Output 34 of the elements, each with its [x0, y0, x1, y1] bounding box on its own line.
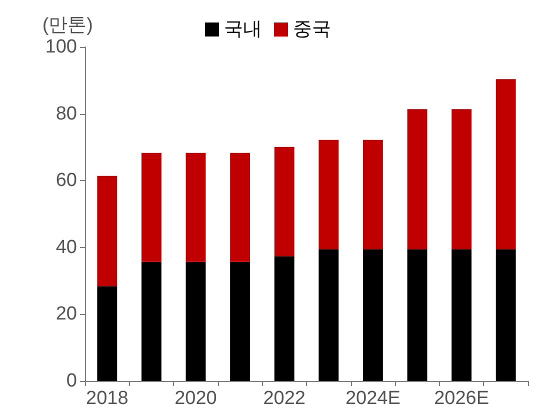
bar [230, 152, 250, 262]
bar [318, 249, 339, 381]
x-tick-label: 2020 [174, 388, 217, 409]
legend-label: 중국 [293, 19, 331, 40]
bar [274, 256, 294, 381]
y-axis-title: (만톤) [42, 15, 93, 36]
x-tick-label: 2018 [86, 388, 128, 409]
bar [186, 152, 206, 262]
bar [97, 286, 118, 381]
y-tick-label: 0 [66, 370, 77, 392]
bar [230, 262, 250, 381]
x-tick-label: 2024E [345, 388, 400, 409]
bar [141, 152, 162, 262]
y-tick-label: 60 [56, 170, 77, 192]
y-tick-label: 40 [56, 236, 77, 258]
bar [407, 109, 428, 250]
bar [362, 140, 383, 250]
bar [362, 249, 383, 381]
bar [452, 109, 472, 250]
bar [496, 249, 516, 381]
x-tick-label: 2022 [263, 388, 306, 409]
bar [186, 262, 206, 381]
bar [496, 79, 516, 250]
bar [141, 262, 162, 381]
bar [274, 146, 294, 256]
bar [318, 140, 339, 250]
bar [97, 176, 118, 286]
legend-label: 국내 [224, 19, 262, 40]
bar [452, 249, 472, 381]
y-tick-label: 100 [45, 36, 77, 58]
y-tick-label: 80 [56, 103, 77, 124]
y-tick-label: 20 [56, 304, 77, 325]
x-tick-label: 2026E [434, 388, 490, 409]
bar [407, 249, 428, 381]
